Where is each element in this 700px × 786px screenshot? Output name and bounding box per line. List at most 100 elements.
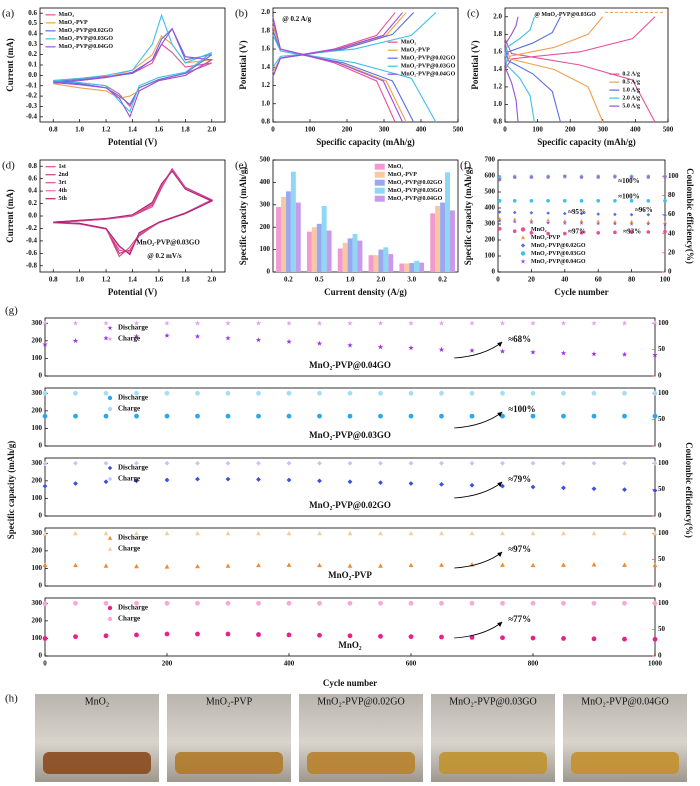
point (286, 562, 292, 567)
point (256, 477, 261, 482)
point (164, 477, 170, 483)
y2-tick-label: 0 (658, 582, 662, 590)
point (256, 413, 261, 419)
panel-label: (f) (460, 160, 471, 172)
y-tick-label: 0.6 (28, 9, 37, 17)
point (596, 219, 600, 223)
y-tick-label: 0.6 (28, 174, 37, 182)
point (652, 352, 658, 358)
panel-label: (g) (5, 305, 18, 317)
x-tick-label: 60 (595, 276, 603, 284)
point (596, 231, 600, 235)
point (286, 338, 292, 345)
point (596, 212, 600, 216)
point (378, 633, 383, 639)
y-tick-label: 1.6 (261, 45, 270, 53)
y-tick-label: 600 (485, 172, 496, 180)
bar (440, 202, 446, 272)
point (408, 481, 414, 486)
point (439, 600, 444, 606)
point (561, 460, 566, 466)
y-tick-label: 0.1 (28, 61, 37, 69)
x-tick-label: 0.2 (438, 276, 447, 284)
point (469, 460, 475, 466)
x-tick-label: 200 (342, 126, 353, 134)
point (663, 213, 667, 217)
ce-point (646, 174, 651, 179)
point (164, 564, 170, 569)
point (134, 390, 139, 396)
liquid (43, 752, 151, 774)
y2-tick-label: 50 (658, 625, 666, 633)
y-tick-label: 1.0 (261, 99, 270, 107)
legend-label: MnO₂ (388, 164, 404, 170)
panel-name: MnO₂-PVP@0.02GO (309, 500, 391, 510)
legend-swatch (374, 187, 385, 194)
point (347, 563, 353, 568)
x-tick-label: 1.8 (181, 276, 190, 284)
x-axis-label: Current density (A/g) (324, 287, 407, 297)
x-tick-label: 1.2 (102, 126, 111, 134)
point (591, 530, 597, 536)
point (612, 221, 617, 226)
y2-axis-label: Coulombic efficiency(%) (684, 442, 694, 538)
point (530, 600, 536, 606)
arrow (454, 551, 503, 569)
point (164, 332, 170, 338)
point (497, 199, 502, 203)
point (195, 563, 200, 569)
point (652, 530, 658, 536)
point (561, 413, 566, 419)
legend-swatch (374, 163, 385, 170)
point (621, 320, 628, 326)
point (103, 530, 109, 536)
bar (368, 255, 374, 272)
y-tick-label: 1.0 (493, 100, 502, 108)
y-tick-label: 0 (492, 268, 496, 276)
panel-label: (c) (467, 8, 480, 20)
point (512, 210, 517, 215)
y-tick-label: 200 (32, 476, 43, 484)
y2-tick-label: 0 (658, 372, 662, 380)
legend-label: MnO₂-PVP@0.02GO (59, 28, 114, 34)
point (408, 320, 414, 326)
point (408, 413, 414, 419)
point (652, 488, 658, 493)
point (499, 348, 506, 354)
point (500, 390, 505, 396)
y-tick-label: 0 (267, 268, 271, 276)
annotation: ≈93% (623, 227, 641, 235)
point (563, 199, 567, 203)
panel-name: MnO₂ (338, 640, 362, 650)
point (622, 460, 627, 466)
point (134, 478, 139, 484)
legend-label: MnO₂-PVP@0.02GO (388, 180, 443, 186)
y-tick-label: 1.4 (261, 63, 270, 71)
legend-label: Discharge (118, 394, 148, 402)
point (560, 320, 567, 326)
x-tick-label: 1000 (648, 660, 663, 668)
point (613, 230, 617, 235)
x-tick-label: 1.4 (128, 276, 137, 284)
x-tick-label: 200 (162, 660, 173, 668)
legend-label: Discharge (118, 464, 148, 472)
y2-tick-label: 50 (658, 345, 666, 353)
point (377, 320, 384, 326)
series-line (272, 12, 407, 123)
point (561, 485, 566, 491)
y2-tick-label: 100 (668, 172, 679, 180)
point (225, 530, 231, 536)
x-tick-label: 500 (663, 126, 674, 134)
point (378, 413, 383, 419)
point (286, 632, 292, 638)
point (195, 413, 200, 419)
y-axis-label: Potential (V) (470, 40, 480, 89)
photo-label: MnO₂-PVP (206, 696, 253, 707)
y2-tick-label: 40 (668, 229, 676, 237)
y-axis-label: Current (mA) (5, 38, 15, 92)
point (103, 320, 109, 326)
point (42, 341, 48, 347)
point (646, 199, 651, 203)
point (438, 346, 445, 352)
point (646, 221, 651, 226)
